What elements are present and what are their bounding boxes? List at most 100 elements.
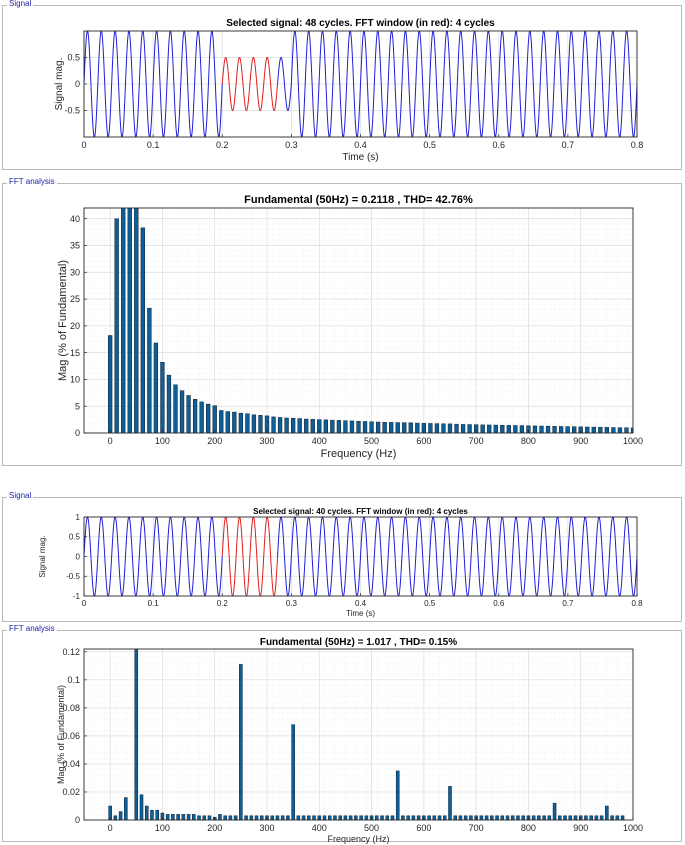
bar	[375, 421, 381, 433]
bar	[176, 814, 180, 820]
x-tick-label: 0.2	[217, 599, 229, 608]
bar	[359, 815, 363, 820]
bar	[165, 814, 170, 820]
bar	[443, 815, 447, 820]
bar	[264, 415, 270, 433]
x-tick-label: 0.3	[286, 599, 298, 608]
x-tick-label: 1000	[623, 436, 643, 446]
bar	[434, 423, 440, 433]
bar	[134, 208, 139, 433]
signal-series	[277, 517, 637, 596]
bar	[611, 427, 616, 433]
x-tick-label: 0.8	[631, 140, 644, 150]
bar	[539, 425, 544, 433]
bar	[547, 815, 552, 820]
bar	[233, 815, 238, 820]
bar	[605, 805, 609, 820]
bar	[552, 426, 557, 433]
bar	[463, 815, 468, 820]
y-tick-label: 5	[75, 401, 80, 411]
fft-panel-1: FFT analysis	[2, 177, 682, 466]
bar	[408, 422, 413, 433]
x-tick-label: 200	[207, 823, 222, 833]
bar	[239, 664, 243, 820]
y-axis-label: Signal mag.	[54, 58, 65, 111]
y-tick-label: 0	[76, 552, 81, 561]
bar	[155, 809, 159, 820]
bar	[317, 419, 322, 433]
bar	[271, 416, 276, 433]
bar	[223, 815, 227, 820]
bar	[469, 815, 473, 820]
y-tick-label: 40	[70, 214, 80, 224]
chart-1: 0 0.1 0.2 0.3 0.4 0.5 0.6 0.7 0.8 -0.5 0 0.5 Selecte…	[54, 18, 643, 163]
chart-title: Fundamental (50Hz) = 1.017 , THD= 0.15%	[260, 637, 457, 648]
bar	[584, 815, 588, 820]
bar	[615, 815, 620, 820]
panel-label: FFT analysis	[7, 177, 57, 186]
x-tick-label: 300	[259, 823, 274, 833]
chart-title: Fundamental (50Hz) = 0.2118 , THD= 42.76…	[244, 194, 473, 206]
y-tick-label: 25	[70, 294, 80, 304]
bar	[219, 410, 224, 433]
bar	[323, 419, 328, 433]
y-tick-label: 0.06	[62, 731, 80, 741]
x-tick-label: 0	[81, 140, 86, 150]
chart-title: Selected signal: 40 cycles. FFT window (…	[253, 507, 468, 516]
bar	[458, 815, 463, 820]
bar	[301, 815, 306, 820]
y-axis-label: Mag (% of Fundamental)	[57, 260, 69, 381]
chart-3: 0 0.1 0.2 0.3 0.4 0.5 0.6 0.7 0.8 -1 -0.5 0 0.5 1 Sele…	[38, 507, 643, 618]
chart-4: 0 100 200 300 400 500 600 700 800 900 1000 0 0.02 0.0…	[56, 637, 643, 844]
bar	[286, 815, 290, 820]
bar	[338, 815, 342, 820]
x-axis-label: Time (s)	[342, 152, 378, 163]
signal-series	[290, 31, 637, 137]
bar	[139, 794, 144, 820]
bar	[563, 815, 567, 820]
bar	[297, 418, 302, 433]
bar	[343, 815, 348, 820]
y-tick-label: 30	[70, 267, 80, 277]
bar	[380, 815, 384, 820]
bar	[307, 815, 311, 820]
bar	[192, 814, 196, 820]
bar	[364, 815, 369, 820]
bar	[510, 815, 515, 820]
bar	[585, 426, 590, 433]
signal-trace	[84, 31, 637, 137]
x-tick-label: 0.4	[355, 599, 367, 608]
bar	[421, 423, 427, 433]
y-tick-label: 0	[75, 815, 80, 825]
fft-window-series	[221, 517, 279, 596]
signal-panel-1: Signal	[2, 0, 682, 170]
bar	[140, 227, 145, 433]
bar	[521, 815, 525, 820]
y-tick-label: 0	[75, 79, 80, 89]
bar	[568, 815, 573, 820]
bar	[467, 424, 472, 433]
x-tick-label: 0.6	[493, 599, 505, 608]
bar	[395, 770, 400, 820]
bar	[415, 422, 420, 433]
bar	[411, 815, 416, 820]
bar	[500, 424, 505, 433]
x-tick-label: 600	[416, 823, 431, 833]
signal-series	[84, 517, 223, 596]
bar	[147, 307, 152, 433]
x-tick-label: 0.1	[148, 599, 160, 608]
bar	[402, 422, 407, 433]
bar	[362, 421, 368, 433]
bar	[118, 811, 123, 820]
bar	[427, 815, 431, 820]
x-tick-label: 700	[469, 436, 484, 446]
bar	[258, 415, 263, 433]
bar	[270, 815, 274, 820]
bar	[545, 425, 551, 433]
bar	[416, 815, 421, 820]
axes-frame	[83, 207, 634, 434]
y-axis-label: Mag (% of Fundamental)	[56, 685, 66, 784]
plot-area	[84, 649, 633, 820]
x-tick-label: 0.7	[562, 599, 574, 608]
panel-label: FFT analysis	[7, 624, 57, 633]
